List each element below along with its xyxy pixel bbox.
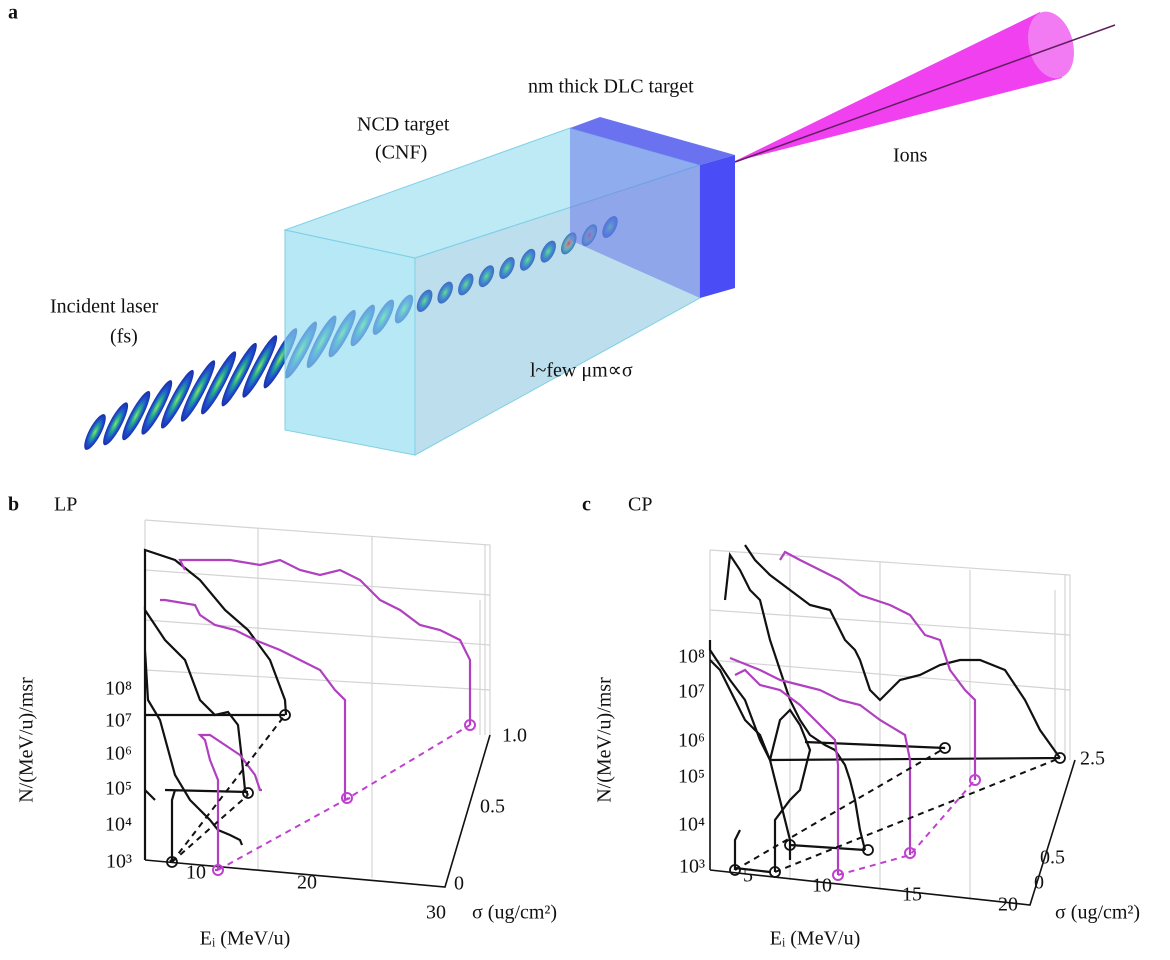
dlc-top-face [570, 117, 735, 165]
x-tick-label: 10 [186, 862, 206, 884]
y-axis-label: N/(MeV/u)/msr [16, 677, 38, 803]
laser-pulse [519, 248, 536, 271]
y-tick-label: 10⁸ [678, 646, 705, 668]
y-tick-label: 10⁶ [678, 730, 705, 752]
laser-pulse [437, 281, 453, 304]
ion-cone [733, 12, 1062, 162]
dlc-front-face [570, 128, 700, 298]
label: (CNF) [375, 142, 427, 164]
x-tick-label: 30 [426, 902, 446, 924]
y-axis-label: N/(MeV/u)/msr [594, 677, 616, 803]
laser-pulse [141, 380, 173, 435]
z-tick-label: 1.0 [502, 725, 527, 747]
laser-pulse [160, 369, 194, 429]
panel-c-plot [708, 544, 1076, 906]
z-tick-label: 0.5 [480, 796, 505, 818]
laser-pulse [103, 402, 129, 446]
z-tick-label: 0 [1034, 872, 1044, 894]
x-tick-label: 20 [297, 872, 317, 894]
ncd-front-face [284, 229, 416, 456]
y-tick-label: 10⁷ [105, 710, 132, 732]
y-tick-label: 10³ [106, 851, 132, 873]
y-tick-label: 10³ [679, 856, 705, 878]
x-axis-label: Eᵢ (MeV/u) [770, 928, 860, 950]
laser-pulse [458, 273, 474, 296]
laser-pulse [499, 257, 515, 279]
x-tick-label: 20 [998, 894, 1018, 916]
dlc-side-face [700, 155, 735, 298]
label: l~few μm∝σ [530, 360, 633, 382]
laser-pulse [540, 240, 556, 263]
z-tick-label: 0 [454, 873, 464, 895]
x-tick-label: 15 [902, 884, 922, 906]
y-tick-label: 10⁵ [678, 766, 705, 788]
laser-pulse [122, 390, 151, 441]
panel-label: c [582, 494, 591, 516]
label: (fs) [110, 326, 138, 348]
ion-axis [734, 24, 1116, 163]
panel-title: LP [54, 494, 77, 516]
laser-pulse [180, 360, 216, 422]
laser-pulse [242, 335, 278, 398]
panel-title: CP [628, 494, 652, 516]
y-tick-label: 10⁵ [105, 778, 132, 800]
laser-pulse [221, 342, 257, 407]
label: Ions [893, 145, 928, 167]
y-tick-label: 10⁶ [105, 743, 132, 765]
x-tick-label: 10 [812, 875, 832, 897]
label: Incident laser [50, 296, 159, 318]
laser-pulse [201, 351, 237, 415]
laser-pulse [478, 265, 495, 288]
y-tick-label: 10⁷ [678, 681, 705, 703]
z-tick-label: 0.5 [1040, 847, 1065, 869]
panel-label: a [8, 2, 18, 24]
panel-label: b [8, 494, 19, 516]
z-axis-label: σ (ug/cm²) [472, 902, 557, 924]
z-tick-label: 2.5 [1080, 748, 1105, 770]
x-axis-label: Eᵢ (MeV/u) [200, 928, 290, 950]
y-tick-label: 10⁸ [105, 678, 132, 700]
y-tick-label: 10⁴ [678, 814, 705, 836]
label: nm thick DLC target [528, 76, 694, 98]
panel-b-plot [143, 519, 491, 888]
z-axis-label: σ (ug/cm²) [1055, 902, 1140, 924]
laser-pulse [416, 289, 433, 312]
ion-cone-end [1027, 11, 1075, 79]
laser-pulse [84, 414, 106, 450]
x-tick-label: 5 [743, 865, 753, 887]
label: NCD target [357, 114, 450, 136]
y-tick-label: 10⁴ [105, 814, 132, 836]
